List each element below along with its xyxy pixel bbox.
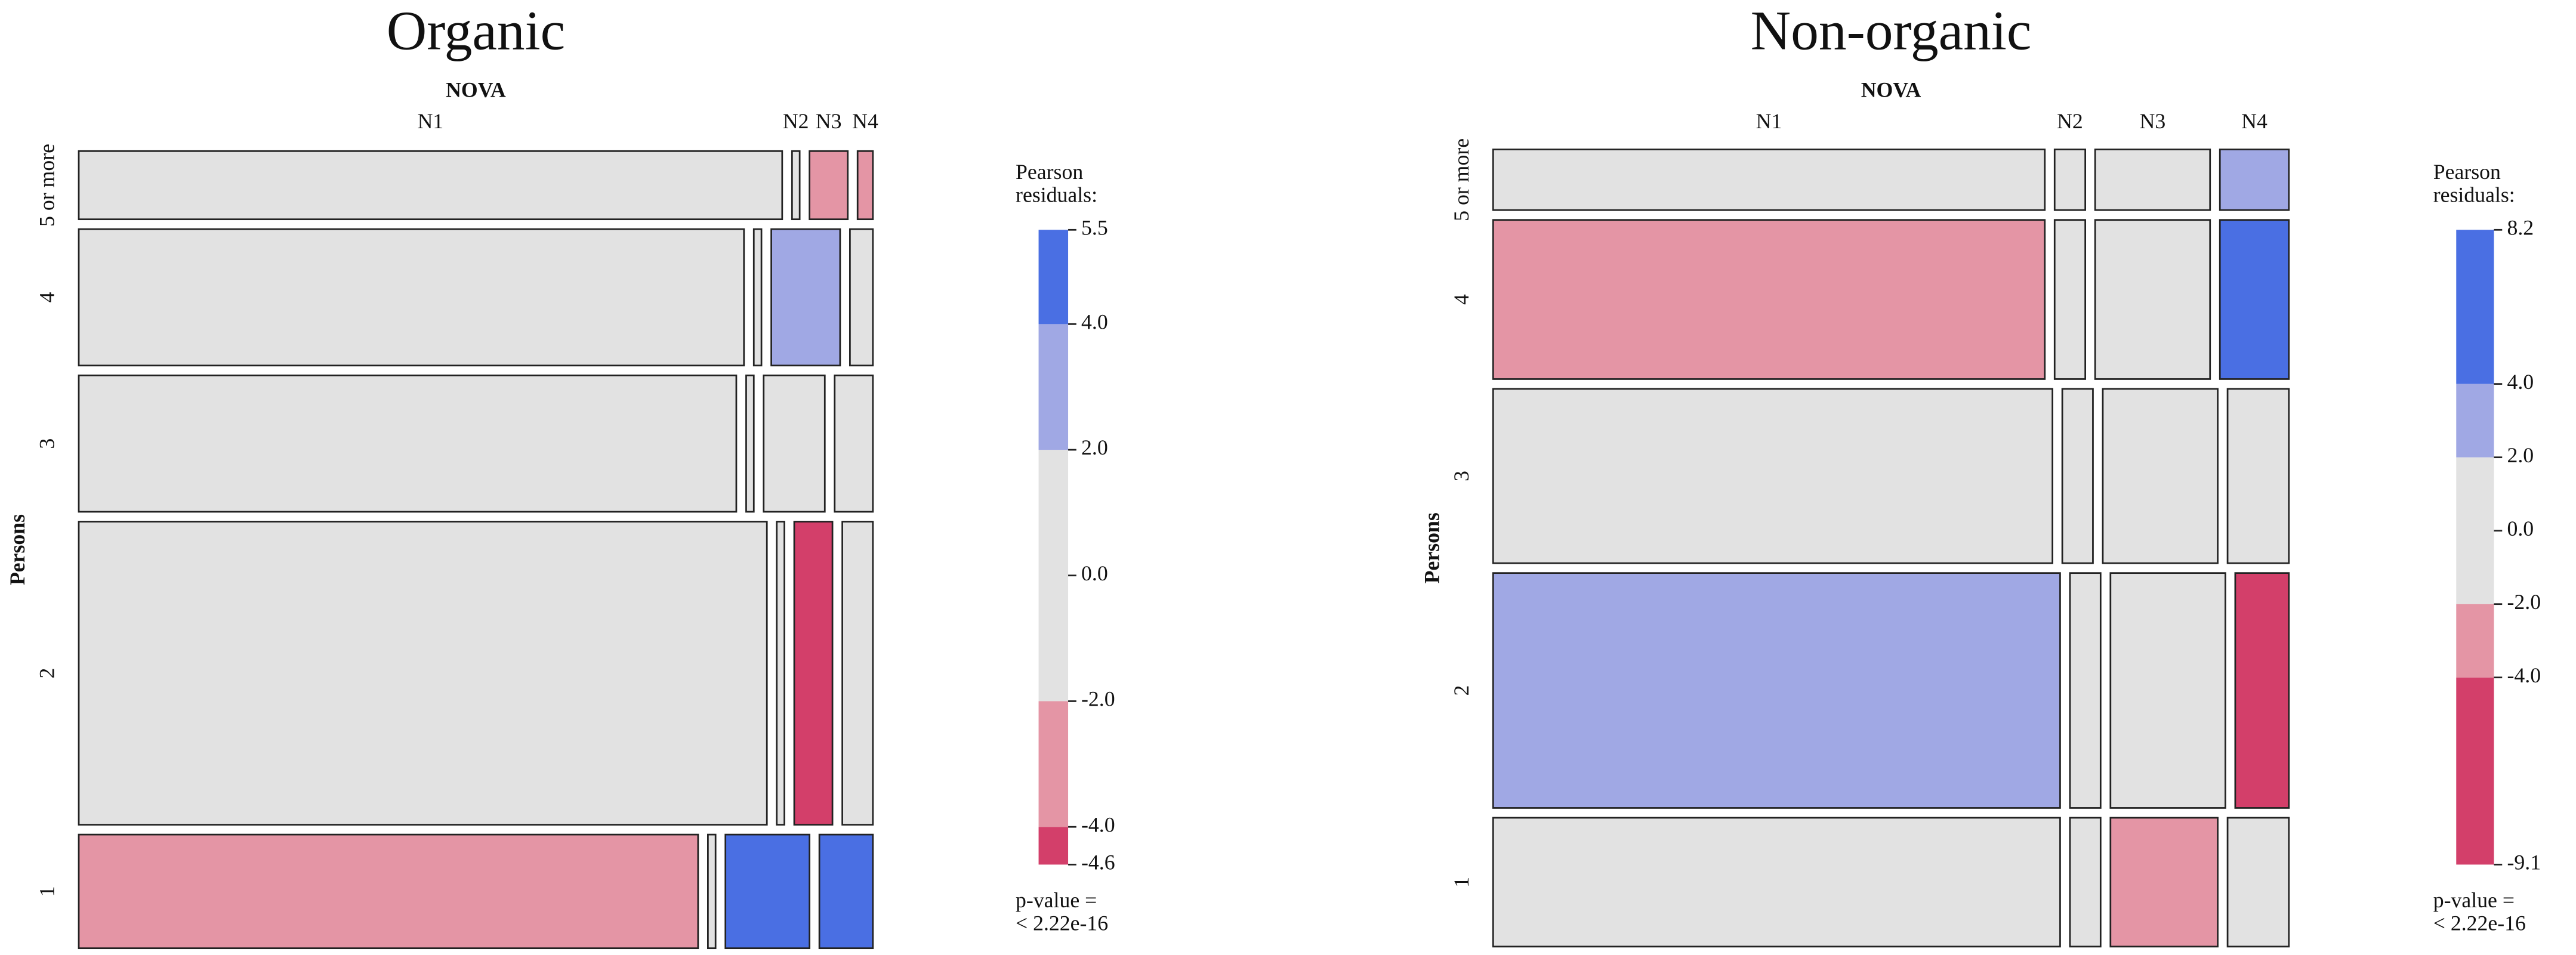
- legend-tick-label: 0.0: [1081, 561, 1108, 585]
- legend-band: [2456, 384, 2494, 458]
- column-label: N1: [1756, 109, 1782, 133]
- row-label: 3: [1449, 471, 1473, 481]
- mosaic-cell: [707, 833, 717, 950]
- column-label: N1: [418, 109, 444, 133]
- legend-band: [1038, 324, 1069, 450]
- legend-title: Pearson: [2433, 160, 2501, 184]
- mosaic-cell: [1492, 388, 2053, 564]
- row-label: 4: [1449, 294, 1473, 305]
- mosaic-cell: [2069, 572, 2102, 809]
- row-label: 2: [35, 668, 59, 679]
- row-label: 4: [35, 292, 59, 302]
- mosaic-cell: [2109, 572, 2226, 809]
- row-label: 3: [35, 438, 59, 449]
- mosaic-cell: [2226, 388, 2290, 564]
- column-label: N2: [783, 109, 809, 133]
- mosaic-cell: [724, 833, 811, 950]
- mosaic-cell: [2102, 388, 2219, 564]
- legend-band: [2456, 604, 2494, 678]
- legend-tick-label: 5.5: [1081, 216, 1108, 240]
- mosaic-cell: [770, 228, 841, 367]
- column-label: N4: [2241, 109, 2268, 133]
- legend-band: [2456, 230, 2494, 384]
- mosaic-cell: [2094, 219, 2211, 380]
- legend-title: Pearson: [1016, 160, 1083, 184]
- column-label: N2: [2057, 109, 2083, 133]
- y-axis-label: Persons: [1420, 512, 1443, 583]
- mosaic-cell: [78, 150, 783, 221]
- legend-band: [1038, 230, 1069, 324]
- row-label: 2: [1449, 685, 1473, 696]
- mosaic-cell: [1492, 572, 2061, 809]
- legend-tick-label: -2.0: [1081, 687, 1115, 711]
- mosaic-cell: [745, 374, 755, 513]
- x-axis-label: NOVA: [446, 78, 506, 102]
- mosaic-cell: [2094, 149, 2211, 211]
- mosaic-cell: [763, 374, 826, 513]
- legend-tick-label: -2.0: [2507, 590, 2541, 614]
- legend-tick-label: 4.0: [2507, 370, 2534, 394]
- legend-tick-label: 2.0: [1081, 435, 1108, 459]
- legend-tick-label: 4.0: [1081, 310, 1108, 334]
- mosaic-cell: [856, 150, 874, 221]
- legend-tick-label: -4.0: [2507, 663, 2541, 687]
- mosaic-cell: [776, 521, 785, 826]
- mosaic-cell: [2053, 149, 2087, 211]
- mosaic-cell: [841, 521, 874, 826]
- p-value: p-value =: [2433, 888, 2515, 912]
- mosaic-cell: [2053, 219, 2087, 380]
- mosaic-cell: [809, 150, 849, 221]
- legend-band: [2456, 457, 2494, 604]
- legend-band: [1038, 827, 1069, 865]
- p-value: < 2.22e-16: [1016, 911, 1108, 935]
- y-axis-label: Persons: [5, 514, 29, 585]
- column-label: N3: [816, 109, 842, 133]
- mosaic-cell: [2219, 219, 2290, 380]
- mosaic-cell: [793, 521, 834, 826]
- legend-tick-label: 2.0: [2507, 443, 2534, 467]
- mosaic-cell: [2069, 817, 2102, 948]
- row-label: 1: [1449, 877, 1473, 888]
- row-label: 5 or more: [35, 144, 59, 227]
- p-value: p-value =: [1016, 888, 1097, 912]
- legend-tick-label: -4.6: [1081, 851, 1115, 874]
- mosaic-cell: [1492, 149, 2046, 211]
- mosaic-cell: [752, 228, 763, 367]
- legend-tick-label: 8.2: [2507, 216, 2534, 240]
- mosaic-cell: [78, 833, 699, 950]
- row-label: 1: [35, 886, 59, 897]
- legend-band: [1038, 450, 1069, 701]
- column-label: N3: [2140, 109, 2166, 133]
- mosaic-cell: [78, 228, 745, 367]
- mosaic-cell: [2061, 388, 2094, 564]
- mosaic-cell: [1492, 219, 2046, 380]
- legend-tick-label: -9.1: [2507, 851, 2541, 874]
- p-value: < 2.22e-16: [2433, 911, 2526, 935]
- mosaic-cell: [834, 374, 874, 513]
- legend-tick-label: -4.0: [1081, 812, 1115, 836]
- mosaic-cell: [78, 374, 738, 513]
- mosaic-cell: [791, 150, 801, 221]
- chart-title: Non-organic: [1751, 0, 2032, 61]
- mosaic-cell: [2109, 817, 2219, 948]
- row-label: 5 or more: [1449, 138, 1473, 221]
- mosaic-cell: [849, 228, 874, 367]
- legend-band: [1038, 701, 1069, 827]
- legend-title: residuals:: [2433, 183, 2515, 207]
- legend-band: [2456, 677, 2494, 865]
- mosaic-cell: [2219, 149, 2290, 211]
- mosaic-cell: [1492, 817, 2061, 948]
- legend-title: residuals:: [1016, 183, 1097, 207]
- legend-tick-label: 0.0: [2507, 517, 2534, 540]
- mosaic-cell: [78, 521, 768, 826]
- mosaic-cell: [818, 833, 874, 950]
- column-label: N4: [852, 109, 878, 133]
- x-axis-label: NOVA: [1861, 78, 1921, 102]
- mosaic-cell: [2234, 572, 2290, 809]
- mosaic-cell: [2226, 817, 2290, 948]
- chart-title: Organic: [387, 0, 565, 61]
